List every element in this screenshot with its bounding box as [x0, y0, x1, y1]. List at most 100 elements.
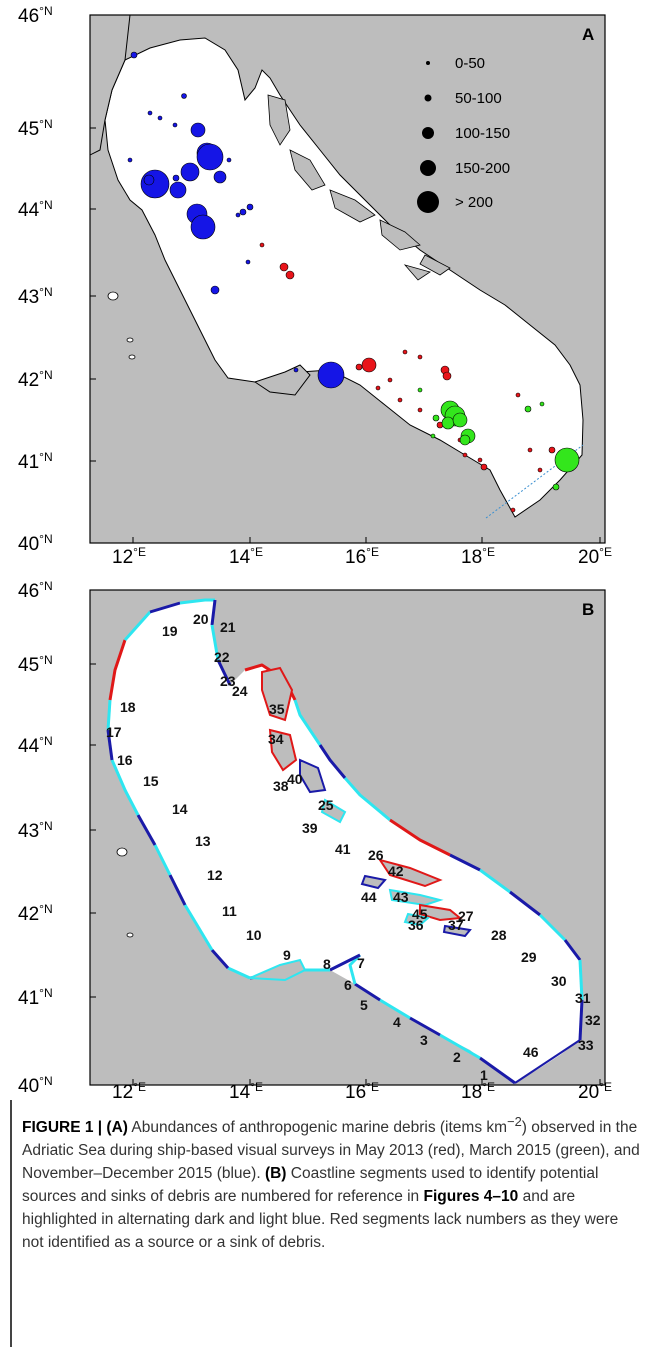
segment-label-45: 45: [412, 906, 428, 922]
segment-label-41: 41: [335, 841, 351, 857]
caption-superscript: −2: [507, 1114, 522, 1129]
segment-label-29: 29: [521, 949, 537, 965]
legend-label-150-200: 150-200: [455, 160, 510, 177]
caption-text-2: ) observed in the Adriatic Sea during sh…: [22, 1119, 640, 1183]
segment-label-10: 10: [246, 927, 262, 943]
segment-label-8: 8: [323, 956, 331, 972]
svg-text:14°E: 14°E: [229, 545, 263, 568]
svg-text:12°E: 12°E: [112, 545, 146, 568]
segment-label-36: 36: [408, 917, 424, 933]
segment-label-19: 19: [162, 623, 178, 639]
segment-label-1: 1: [480, 1067, 488, 1083]
legend-label-gt-200: > 200: [455, 194, 493, 211]
segment-label-39: 39: [302, 820, 318, 836]
svg-text:16°E: 16°E: [345, 1080, 379, 1100]
panel-a-lon-labels: 12°E 14°E 16°E 18°E 20°E: [112, 545, 612, 568]
panel-b-sea: [108, 600, 582, 1083]
segment-label-9: 9: [283, 947, 291, 963]
svg-text:46°N: 46°N: [18, 579, 53, 602]
svg-text:40°N: 40°N: [18, 1074, 53, 1097]
segment-label-12: 12: [207, 867, 223, 883]
segment-label-37: 37: [448, 917, 464, 933]
caption-rule: [10, 1100, 12, 1347]
panel-a-lat-labels: 46°N 45°N 44°N 43°N 42°N 41°N 40°N: [18, 4, 53, 555]
legend-label-0-50: 0-50: [455, 55, 485, 72]
segment-label-21: 21: [220, 619, 236, 635]
svg-text:41°N: 41°N: [18, 986, 53, 1009]
debris-mar-2015: [417, 387, 580, 491]
segment-label-22: 22: [214, 649, 230, 665]
svg-text:45°N: 45°N: [18, 117, 53, 140]
legend-label-50-100: 50-100: [455, 90, 502, 107]
panel-a-legend: 0-50 50-100 100-150 150-200 > 200: [417, 55, 510, 213]
svg-text:20°E: 20°E: [578, 1080, 612, 1100]
segment-label-42: 42: [388, 863, 404, 879]
caption-text-1: Abundances of anthropogenic marine debri…: [127, 1119, 508, 1137]
svg-text:41°N: 41°N: [18, 450, 53, 473]
panel-b-lon-labels: 12°E 14°E 16°E 18°E 20°E: [112, 1080, 612, 1100]
panel-b-letter: B: [582, 600, 594, 619]
segment-label-15: 15: [143, 773, 159, 789]
segment-label-26: 26: [368, 847, 384, 863]
segment-label-46: 46: [523, 1044, 539, 1060]
svg-text:44°N: 44°N: [18, 734, 53, 757]
svg-text:42°N: 42°N: [18, 368, 53, 391]
segment-label-40: 40: [287, 771, 303, 787]
segment-label-23: 23: [220, 673, 236, 689]
panel-b-lat-labels: 46°N 45°N 44°N 43°N 42°N 41°N 40°N: [18, 579, 53, 1097]
panel-b-segment-labels: 1 2 3 4 5 6 7 8 9 10 11 12 13 14 15 16 1…: [106, 611, 601, 1083]
legend-label-100-150: 100-150: [455, 125, 510, 142]
figure-maps: A 0-50 50-100 100-150 150-200 > 200 46°N…: [18, 4, 612, 1100]
svg-text:18°E: 18°E: [461, 1080, 495, 1100]
panel-b-map: B 1 2 3 4 5 6 7 8 9 10 11 12 13 14 15 16…: [18, 579, 612, 1100]
segment-label-31: 31: [575, 990, 591, 1006]
panel-a-letter: A: [582, 25, 594, 44]
segment-label-38: 38: [273, 778, 289, 794]
panel-a-frame: [89, 14, 606, 544]
debris-nov-dec-2015: [127, 51, 345, 389]
segment-label-25: 25: [318, 797, 334, 813]
segment-label-20: 20: [193, 611, 209, 627]
segment-label-16: 16: [117, 752, 133, 768]
svg-text:40°N: 40°N: [18, 532, 53, 555]
svg-text:20°E: 20°E: [578, 545, 612, 568]
svg-text:42°N: 42°N: [18, 902, 53, 925]
segment-label-33: 33: [578, 1037, 594, 1053]
caption-figures-ref[interactable]: Figures 4–10: [423, 1188, 519, 1206]
segment-label-24: 24: [232, 683, 248, 699]
segment-label-44: 44: [361, 889, 377, 905]
svg-text:14°E: 14°E: [229, 1080, 263, 1100]
segment-label-28: 28: [491, 927, 507, 943]
figure-caption: FIGURE 1 | (A) Abundances of anthropogen…: [22, 1110, 642, 1254]
segment-label-13: 13: [195, 833, 211, 849]
caption-part-b: (B): [264, 1165, 287, 1183]
segment-label-35: 35: [269, 701, 285, 717]
svg-text:43°N: 43°N: [18, 819, 53, 842]
svg-text:12°E: 12°E: [112, 1080, 146, 1100]
segment-label-7: 7: [357, 955, 365, 971]
panel-b-frame: [89, 589, 606, 1086]
segment-label-34: 34: [268, 731, 284, 747]
svg-text:43°N: 43°N: [18, 285, 53, 308]
segment-label-5: 5: [360, 997, 368, 1013]
segment-label-2: 2: [453, 1049, 461, 1065]
segment-label-17: 17: [106, 724, 122, 740]
svg-text:45°N: 45°N: [18, 653, 53, 676]
svg-text:16°E: 16°E: [345, 545, 379, 568]
caption-text-3: Coastline segments used to identify pote…: [22, 1165, 599, 1206]
segment-label-27: 27: [458, 908, 474, 924]
segment-label-6: 6: [344, 977, 352, 993]
caption-figure-label: FIGURE 1 | (A): [22, 1119, 128, 1137]
panel-a-map: A 0-50 50-100 100-150 150-200 > 200 46°N…: [18, 4, 612, 568]
segment-label-43: 43: [393, 889, 409, 905]
segment-label-32: 32: [585, 1012, 601, 1028]
panel-a-sea: [104, 37, 584, 518]
svg-text:46°N: 46°N: [18, 4, 53, 27]
segment-label-4: 4: [393, 1014, 401, 1030]
svg-text:18°E: 18°E: [461, 545, 495, 568]
segment-label-14: 14: [172, 801, 188, 817]
segment-label-3: 3: [420, 1032, 428, 1048]
segment-label-30: 30: [551, 973, 567, 989]
segment-label-18: 18: [120, 699, 136, 715]
caption-text-4: and are highlighted in alternating dark …: [22, 1188, 619, 1252]
